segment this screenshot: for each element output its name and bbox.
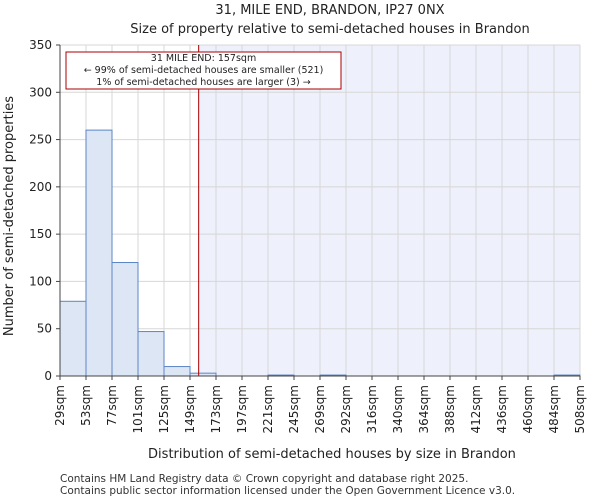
x-tick-label: 245sqm xyxy=(287,385,301,433)
x-tick-label: 316sqm xyxy=(365,385,379,433)
x-tick-label: 197sqm xyxy=(235,385,249,433)
y-tick-label: 150 xyxy=(29,227,52,241)
y-tick-label: 200 xyxy=(29,180,52,194)
y-tick-label: 50 xyxy=(37,322,52,336)
x-tick-label: 269sqm xyxy=(313,385,327,433)
y-tick-label: 250 xyxy=(29,133,52,147)
histogram-bar xyxy=(111,262,139,377)
x-tick-label: 29sqm xyxy=(53,385,67,426)
x-axis-label: Distribution of semi-detached houses by … xyxy=(148,447,516,462)
x-tick-label: 221sqm xyxy=(261,385,275,433)
larger-region-highlight xyxy=(198,45,580,376)
x-tick-label: 149sqm xyxy=(183,385,197,433)
x-tick-label: 388sqm xyxy=(443,385,457,433)
x-tick-label: 173sqm xyxy=(209,385,223,433)
y-tick-label: 0 xyxy=(44,369,52,383)
y-tick-label: 100 xyxy=(29,274,52,288)
histogram-bar xyxy=(137,331,165,377)
annotation-line-2: ← 99% of semi-detached houses are smalle… xyxy=(84,65,324,76)
x-tick-label: 53sqm xyxy=(79,385,93,426)
y-tick-label: 300 xyxy=(29,85,52,99)
x-tick-label: 484sqm xyxy=(547,385,561,433)
annotation-box xyxy=(65,51,342,90)
histogram-bar xyxy=(85,129,113,377)
x-tick-label: 364sqm xyxy=(417,385,431,433)
chart-subtitle: Size of property relative to semi-detach… xyxy=(130,22,529,37)
x-tick-label: 508sqm xyxy=(573,385,587,433)
footer-licence: Contains public sector information licen… xyxy=(60,485,516,497)
x-tick-label: 340sqm xyxy=(391,385,405,433)
x-tick-label: 101sqm xyxy=(131,385,145,433)
x-tick-label: 77sqm xyxy=(105,385,119,426)
y-axis-label: Number of semi-detached properties xyxy=(2,96,17,336)
y-tick-label: 350 xyxy=(29,38,52,52)
footer-copyright: Contains HM Land Registry data © Crown c… xyxy=(60,473,469,485)
chart-title: 31, MILE END, BRANDON, IP27 0NX xyxy=(215,3,444,18)
x-tick-label: 292sqm xyxy=(339,385,353,433)
x-tick-label: 460sqm xyxy=(521,385,535,433)
annotation-line-3: 1% of semi-detached houses are larger (3… xyxy=(96,77,310,88)
x-tick-label: 436sqm xyxy=(495,385,509,433)
x-tick-label: 412sqm xyxy=(469,385,483,433)
histogram-bar xyxy=(59,300,87,377)
annotation-line-1: 31 MILE END: 157sqm xyxy=(151,53,256,64)
x-tick-label: 125sqm xyxy=(157,385,171,433)
histogram-bar xyxy=(163,366,191,377)
